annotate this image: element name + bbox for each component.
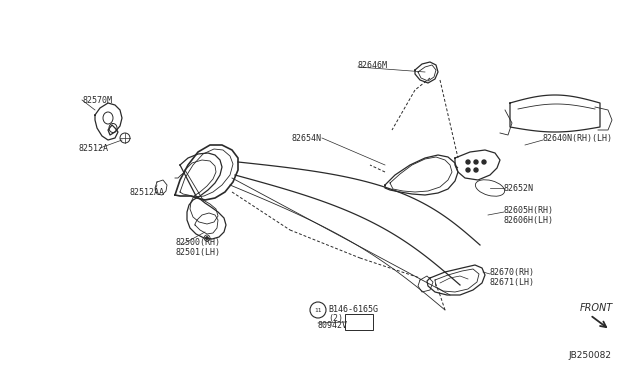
Text: JB250082: JB250082 bbox=[568, 350, 611, 359]
FancyBboxPatch shape bbox=[345, 314, 373, 330]
Text: (2): (2) bbox=[328, 314, 343, 324]
Circle shape bbox=[474, 160, 478, 164]
Text: 82654N: 82654N bbox=[292, 134, 322, 142]
Text: 82646M: 82646M bbox=[358, 61, 388, 70]
Text: 11: 11 bbox=[314, 308, 322, 312]
Circle shape bbox=[466, 160, 470, 164]
Text: B146-6165G: B146-6165G bbox=[328, 305, 378, 314]
Text: 82652N: 82652N bbox=[504, 183, 534, 192]
Text: FRONT: FRONT bbox=[580, 303, 613, 313]
Text: 82512AA: 82512AA bbox=[130, 187, 165, 196]
Circle shape bbox=[206, 237, 208, 239]
Circle shape bbox=[466, 168, 470, 172]
Circle shape bbox=[474, 168, 478, 172]
Text: 82500(RH): 82500(RH) bbox=[175, 237, 220, 247]
Text: 82670(RH): 82670(RH) bbox=[490, 267, 535, 276]
Text: 82570M: 82570M bbox=[82, 96, 112, 105]
Text: 82640N(RH)(LH): 82640N(RH)(LH) bbox=[543, 134, 613, 142]
Text: 82501(LH): 82501(LH) bbox=[175, 247, 220, 257]
Text: 82671(LH): 82671(LH) bbox=[490, 278, 535, 286]
Text: 82605H(RH): 82605H(RH) bbox=[504, 205, 554, 215]
Text: 80942V: 80942V bbox=[318, 321, 348, 330]
Text: 82606H(LH): 82606H(LH) bbox=[504, 215, 554, 224]
Text: 82512A: 82512A bbox=[78, 144, 108, 153]
Circle shape bbox=[482, 160, 486, 164]
